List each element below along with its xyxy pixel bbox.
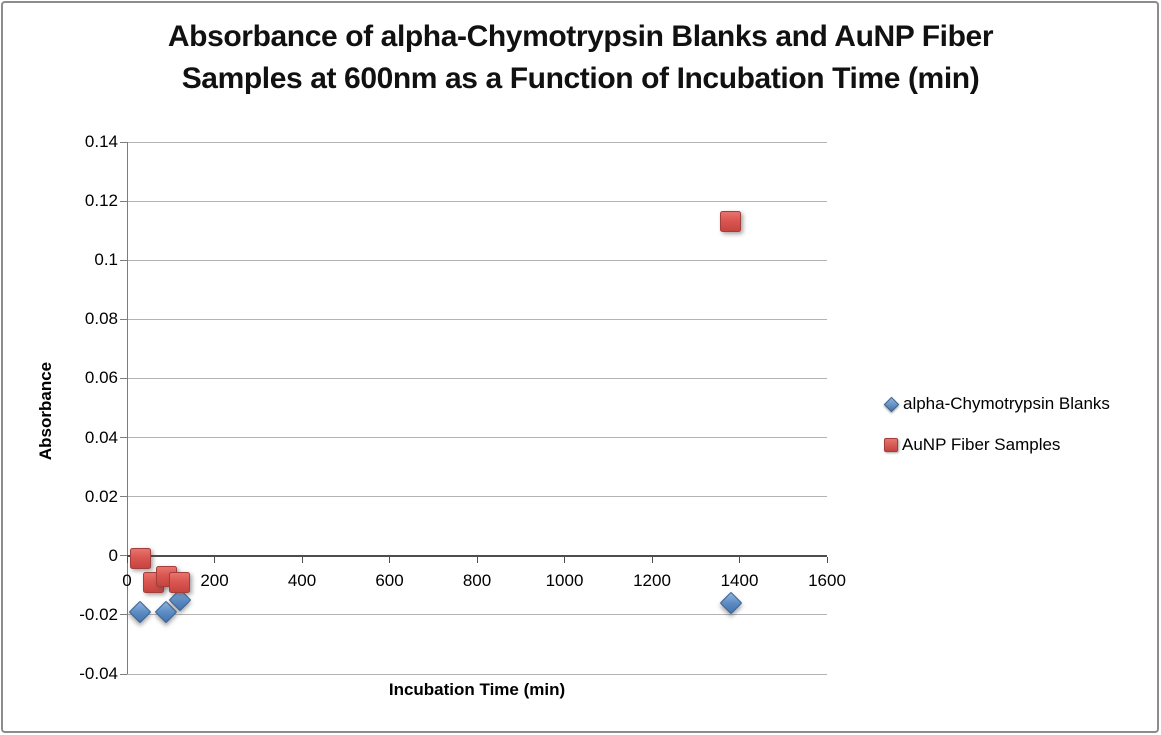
y-tick-label: 0.04 bbox=[84, 427, 118, 447]
gridline bbox=[127, 141, 827, 143]
y-tick-label: 0.08 bbox=[84, 309, 118, 329]
legend-item-label: AuNP Fiber Samples bbox=[902, 435, 1061, 454]
chart-title: Absorbance of alpha-Chymotrypsin Blanks … bbox=[0, 16, 1161, 100]
x-axis-tick bbox=[739, 556, 740, 563]
gridline bbox=[127, 259, 827, 261]
x-axis-tick bbox=[126, 556, 128, 563]
x-tick-label: 1000 bbox=[545, 570, 584, 590]
x-tick-label: 1600 bbox=[808, 570, 846, 590]
x-tick-label: 200 bbox=[200, 570, 229, 590]
y-tick-label: 0.12 bbox=[84, 191, 118, 211]
x-tick-label: 1200 bbox=[633, 570, 671, 590]
legend-item-label: alpha-Chymotrypsin Blanks bbox=[903, 394, 1110, 413]
x-axis-tick bbox=[651, 556, 653, 563]
data-point-square bbox=[169, 571, 190, 593]
gridline bbox=[127, 377, 827, 379]
x-axis-tick bbox=[389, 556, 390, 563]
x-axis-tick bbox=[301, 556, 303, 563]
data-point-square bbox=[129, 548, 151, 570]
y-tick-label: 0.1 bbox=[94, 250, 118, 270]
legend-diamond-icon bbox=[883, 396, 900, 412]
x-tick-label: 600 bbox=[375, 570, 404, 590]
gridline bbox=[127, 496, 827, 498]
y-axis-tick bbox=[120, 377, 127, 379]
gridline bbox=[127, 437, 827, 439]
x-tick-label: 800 bbox=[462, 570, 492, 590]
x-axis-tick bbox=[214, 556, 215, 563]
chart-title-line-1: Absorbance of alpha-Chymotrypsin Blanks … bbox=[167, 20, 994, 53]
x-axis-tick bbox=[564, 556, 565, 563]
y-tick-label: -0.04 bbox=[79, 664, 118, 683]
y-tick-label: -0.02 bbox=[79, 604, 118, 624]
x-tick-label: 1400 bbox=[720, 570, 759, 590]
y-axis-tick bbox=[120, 496, 127, 498]
legend-item: AuNP Fiber Samples bbox=[884, 433, 1060, 457]
gridline bbox=[127, 673, 827, 675]
data-point-square bbox=[720, 211, 742, 233]
data-point-diamond bbox=[128, 600, 152, 624]
legend-item: alpha-Chymotrypsin Blanks bbox=[883, 392, 1110, 416]
y-tick-label: 0 bbox=[108, 545, 118, 565]
x-axis-line bbox=[127, 554, 827, 557]
y-axis-tick bbox=[120, 437, 127, 439]
gridline bbox=[127, 200, 827, 202]
gridline bbox=[127, 614, 827, 616]
data-point-diamond bbox=[719, 591, 743, 615]
y-axis-tick bbox=[120, 200, 127, 202]
x-tick-label: 0 bbox=[122, 570, 132, 590]
x-axis-title: Incubation Time (min) bbox=[388, 680, 566, 699]
y-tick-label: 0.06 bbox=[84, 368, 118, 388]
y-axis-tick bbox=[120, 614, 127, 616]
y-tick-label: 0.02 bbox=[84, 486, 118, 506]
y-axis-title: Absorbance bbox=[36, 361, 55, 461]
y-axis-tick bbox=[120, 318, 127, 320]
x-axis-tick bbox=[476, 556, 478, 563]
y-axis-tick bbox=[120, 141, 127, 143]
y-axis-tick bbox=[120, 259, 127, 261]
gridline bbox=[127, 318, 827, 320]
y-axis-line bbox=[127, 142, 128, 674]
y-tick-label: 0.14 bbox=[84, 132, 118, 151]
x-axis-tick bbox=[826, 556, 828, 563]
y-axis-tick bbox=[120, 555, 127, 557]
chart-title-line-2: Samples at 600nm as a Function of Incuba… bbox=[181, 62, 980, 95]
legend-square-icon bbox=[884, 438, 898, 452]
x-tick-label: 400 bbox=[287, 570, 317, 590]
y-axis-tick bbox=[120, 673, 127, 675]
